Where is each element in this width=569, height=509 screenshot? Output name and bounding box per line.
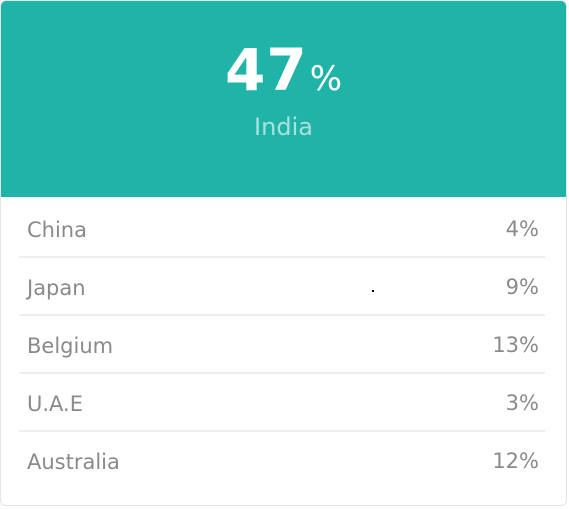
highlight-number: 47 (224, 36, 308, 104)
country-percentage: 12% (492, 449, 539, 473)
cursor-dot (372, 290, 374, 292)
country-percentage: 4% (505, 217, 539, 241)
country-name: Belgium (27, 334, 114, 358)
country-percentage: 3% (505, 391, 539, 415)
country-percentage: 13% (492, 333, 539, 357)
country-name: Japan (27, 276, 86, 300)
country-name: Australia (27, 450, 120, 474)
list-item: Belgium 13% (19, 316, 545, 374)
list-item: Australia 12% (19, 432, 545, 490)
list-item: China 4% (19, 200, 545, 258)
country-name: China (27, 218, 87, 242)
country-name: U.A.E (27, 392, 83, 416)
country-percentage: 9% (505, 275, 539, 299)
country-list: China 4% Japan 9% Belgium 13% U.A.E 3% A… (19, 200, 545, 490)
highlight-panel: 47% India (1, 1, 566, 197)
highlight-percentage: 47% (1, 41, 566, 99)
highlight-country: India (254, 113, 313, 141)
highlight-unit: % (309, 59, 343, 99)
list-item: U.A.E 3% (19, 374, 545, 432)
list-item: Japan 9% (19, 258, 545, 316)
